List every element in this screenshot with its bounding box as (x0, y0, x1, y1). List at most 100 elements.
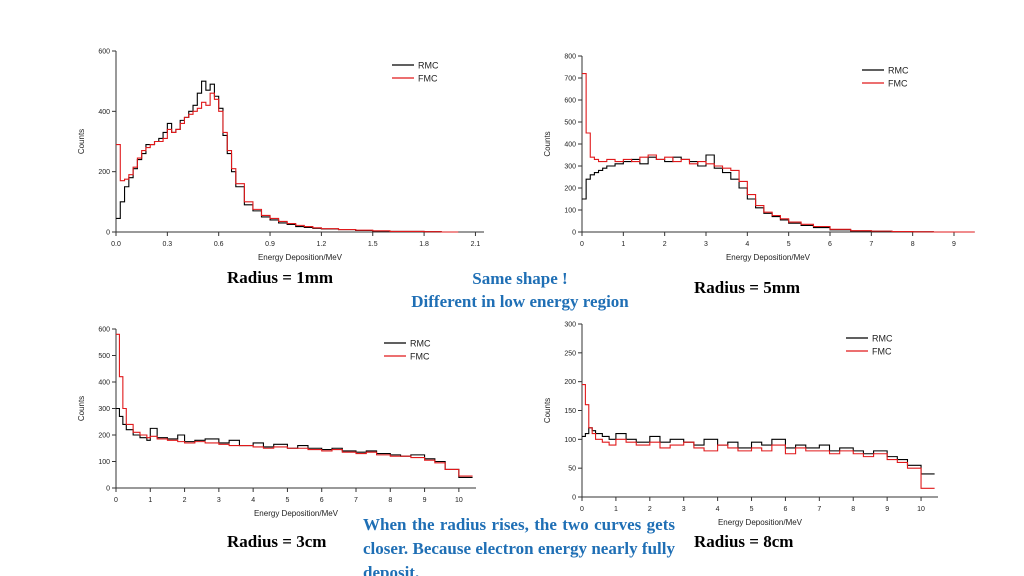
x-tick-label: 1 (614, 506, 618, 513)
x-tick-label: 9 (423, 497, 427, 504)
radius-label-3cm: Radius = 3cm (227, 532, 327, 551)
x-tick-label: 5 (787, 241, 791, 248)
x-tick-label: 0 (580, 241, 584, 248)
x-tick-label: 9 (885, 506, 889, 513)
x-tick-label: 3 (682, 506, 686, 513)
y-tick-label: 100 (564, 437, 576, 444)
y-tick-label: 400 (98, 380, 110, 387)
y-tick-label: 0 (106, 230, 110, 237)
y-tick-label: 800 (564, 54, 576, 61)
x-tick-label: 0.3 (162, 241, 172, 248)
x-tick-label: 4 (716, 506, 720, 513)
x-tick-label: 6 (320, 497, 324, 504)
y-tick-label: 100 (564, 208, 576, 215)
x-tick-label: 2 (183, 497, 187, 504)
x-tick-label: 2.1 (471, 241, 481, 248)
x-axis-label: Energy Deposition/MeV (726, 253, 811, 262)
y-tick-label: 500 (564, 120, 576, 127)
x-tick-label: 7 (869, 241, 873, 248)
y-tick-label: 0 (106, 486, 110, 493)
radius-label-1mm: Radius = 1mm (227, 268, 334, 287)
legend-label-fmc: FMC (410, 352, 430, 362)
y-tick-label: 600 (98, 327, 110, 334)
series-fmc-line (116, 92, 459, 233)
y-tick-label: 600 (98, 49, 110, 56)
series-rmc-line (116, 407, 473, 478)
same-shape-line1: Same shape ! (472, 269, 568, 288)
x-tick-label: 1.5 (368, 241, 378, 248)
x-tick-label: 6 (783, 506, 787, 513)
legend-label-fmc: FMC (418, 74, 438, 84)
legend-label-rmc: RMC (410, 339, 431, 349)
y-tick-label: 50 (568, 466, 576, 473)
legend-label-fmc: FMC (872, 347, 892, 357)
x-tick-label: 8 (851, 506, 855, 513)
x-axis-label: Energy Deposition/MeV (258, 253, 343, 262)
y-tick-label: 400 (98, 109, 110, 116)
x-tick-label: 0.6 (214, 241, 224, 248)
series-fmc-line (582, 384, 935, 489)
y-tick-label: 200 (564, 186, 576, 193)
y-tick-label: 200 (98, 433, 110, 440)
radius-label-8cm: Radius = 8cm (694, 532, 794, 551)
chart-radius-5mm: 0 1 2 3 4 5 6 7 8 9 0 100 200 300 400 500 600 700 800 Energ… (543, 54, 975, 262)
legend-label-rmc: RMC (888, 66, 909, 76)
y-tick-label: 200 (564, 379, 576, 386)
y-tick-label: 200 (98, 169, 110, 176)
y-tick-label: 700 (564, 76, 576, 83)
y-tick-label: 400 (564, 142, 576, 149)
x-tick-label: 2 (663, 241, 667, 248)
x-tick-label: 4 (745, 241, 749, 248)
x-tick-label: 8 (911, 241, 915, 248)
x-tick-label: 3 (217, 497, 221, 504)
x-tick-label: 9 (952, 241, 956, 248)
x-tick-label: 10 (455, 497, 463, 504)
same-shape-line2: Different in low energy region (411, 292, 629, 311)
y-axis-label: Counts (543, 131, 552, 156)
x-tick-label: 0.9 (265, 241, 275, 248)
radius-closer-note: When the radius rises, the two curves ge… (363, 515, 675, 576)
y-axis-label: Counts (77, 129, 86, 154)
x-tick-label: 6 (828, 241, 832, 248)
y-tick-label: 250 (564, 350, 576, 357)
y-axis-label: Counts (543, 398, 552, 423)
y-tick-label: 100 (98, 459, 110, 466)
x-tick-label: 8 (388, 497, 392, 504)
x-tick-label: 4 (251, 497, 255, 504)
x-tick-label: 0 (114, 497, 118, 504)
y-tick-label: 300 (564, 322, 576, 329)
y-axis-label: Counts (77, 396, 86, 421)
x-tick-label: 7 (817, 506, 821, 513)
x-tick-label: 0 (580, 506, 584, 513)
series-fmc-line (116, 333, 473, 477)
y-tick-label: 300 (98, 406, 110, 413)
y-tick-label: 0 (572, 495, 576, 502)
x-tick-label: 3 (704, 241, 708, 248)
x-tick-label: 10 (917, 506, 925, 513)
x-axis-label: Energy Deposition/MeV (254, 509, 339, 518)
x-tick-label: 1.8 (419, 241, 429, 248)
legend-label-fmc: FMC (888, 79, 908, 89)
y-tick-label: 600 (564, 98, 576, 105)
radius-label-5mm: Radius = 5mm (694, 278, 801, 297)
legend-label-rmc: RMC (872, 334, 893, 344)
x-tick-label: 0.0 (111, 241, 121, 248)
x-tick-label: 7 (354, 497, 358, 504)
y-tick-label: 500 (98, 353, 110, 360)
x-tick-label: 5 (750, 506, 754, 513)
x-axis-label: Energy Deposition/MeV (718, 518, 803, 527)
series-rmc-line (582, 427, 935, 475)
x-tick-label: 2 (648, 506, 652, 513)
chart-radius-1mm: 0.0 0.3 0.6 0.9 1.2 1.5 1.8 2.1 0 200 400 600 Energy… (77, 49, 484, 262)
series-fmc-line (582, 73, 975, 233)
same-shape-note: Same shape ! Different in low energy reg… (380, 268, 660, 314)
y-tick-label: 0 (572, 230, 576, 237)
x-tick-label: 1 (621, 241, 625, 248)
y-tick-label: 150 (564, 408, 576, 415)
x-tick-label: 1 (148, 497, 152, 504)
y-tick-label: 300 (564, 164, 576, 171)
x-tick-label: 5 (285, 497, 289, 504)
legend-label-rmc: RMC (418, 61, 439, 71)
